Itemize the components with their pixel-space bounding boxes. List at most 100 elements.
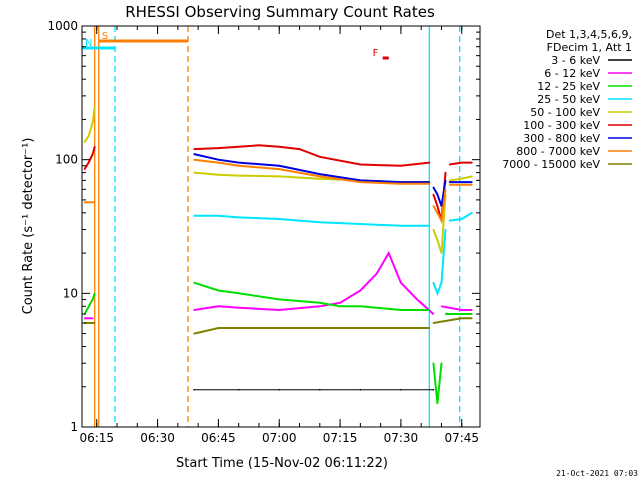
series-2-point-1-5 [339, 305, 341, 308]
series-4-segment-0 [83, 106, 96, 143]
series-3-point-0-4 [319, 221, 321, 224]
series-8-point-0-1 [93, 322, 96, 324]
series-8-point-1-5 [359, 327, 362, 329]
series-7-point-1-3 [278, 168, 281, 170]
series-5-point-3-2 [471, 161, 473, 164]
series-3-point-1-2 [440, 281, 443, 284]
series-3-point-1-0 [432, 281, 435, 284]
series-4-point-3-1 [460, 177, 463, 180]
series-6 [193, 153, 473, 207]
series-6-point-0-0 [193, 153, 195, 155]
series-4-point-0-3 [93, 105, 96, 108]
series-5-point-1-1 [217, 147, 220, 149]
series-5-point-1-8 [400, 165, 402, 167]
series-4-point-2-2 [440, 252, 443, 254]
legend: Det 1,3,4,5,6,9,FDecim 1, Att 13 - 6 keV… [502, 28, 632, 171]
series-2-point-1-6 [359, 305, 362, 308]
series-6-point-2-0 [448, 181, 451, 183]
series-7-point-1-2 [237, 165, 240, 167]
legend-entry-label-8: 7000 - 15000 keV [502, 158, 600, 171]
x-tick-label-4: 07:15 [323, 431, 358, 445]
y-tick-label-0: 1 [70, 420, 78, 434]
series-8-point-1-7 [428, 327, 431, 329]
legend-entry-label-1: 6 - 12 keV [544, 67, 600, 80]
series-2-point-1-4 [319, 302, 321, 304]
marker-label-S: S [102, 31, 108, 42]
legend-entry-label-4: 50 - 100 keV [530, 106, 600, 119]
series-7-point-1-6 [400, 183, 402, 185]
series-5-point-3-0 [448, 163, 451, 166]
series-1-point-1-6 [359, 289, 362, 292]
series-5-point-0-2 [91, 153, 94, 155]
series-5-point-1-4 [278, 145, 281, 148]
series-3-point-2-0 [448, 219, 451, 222]
series-6-point-0-1 [217, 158, 220, 161]
series-0-point-0-1 [237, 388, 240, 391]
series-6-point-1-0 [432, 186, 435, 189]
series-2-point-3-0 [444, 313, 447, 315]
series-2-point-2-2 [440, 362, 443, 365]
series-6-point-0-5 [359, 179, 362, 182]
plot-area: SN F [82, 26, 473, 427]
series-8-point-1-4 [319, 327, 321, 329]
series-1-point-1-8 [387, 252, 390, 254]
series-1-point-1-2 [237, 307, 240, 309]
series-3-point-1-1 [436, 292, 439, 295]
series-6-point-0-7 [428, 181, 431, 183]
series-5-point-1-5 [298, 148, 301, 150]
series-1-segment-1 [193, 250, 435, 315]
chart-title: RHESSI Observing Summary Count Rates [125, 3, 435, 21]
series-0-point-0-3 [319, 388, 321, 391]
legend-entry-label-5: 100 - 300 keV [523, 119, 600, 132]
series-0-point-0-4 [359, 388, 362, 391]
series-8-point-1-6 [400, 327, 402, 329]
series-4-point-3-0 [448, 179, 451, 182]
series-3-point-1-3 [444, 228, 447, 231]
series-1-point-1-9 [400, 281, 402, 284]
series-4-point-2-1 [436, 239, 439, 241]
series-8-segment-1 [193, 327, 430, 335]
series-3-point-0-5 [359, 223, 362, 225]
series-7-point-1-4 [319, 175, 321, 178]
series-7-point-2-0 [432, 205, 435, 207]
series-2-point-1-2 [237, 292, 240, 295]
series-5-point-2-3 [444, 171, 447, 174]
series-1-point-1-5 [339, 302, 341, 304]
series-5-point-1-6 [319, 156, 321, 158]
series-1-point-0-0 [83, 317, 86, 320]
legend-entry-label-0: 3 - 6 keV [551, 54, 600, 67]
series-6-segment-0 [193, 153, 430, 184]
series-1-point-1-4 [319, 305, 321, 308]
series-2-point-0-2 [93, 292, 96, 295]
series-6-point-0-6 [400, 181, 402, 183]
series-3-point-0-7 [428, 225, 431, 227]
series-0-point-0-2 [278, 388, 281, 391]
series-8-point-2-0 [432, 322, 435, 324]
x-tick-label-2: 06:45 [201, 431, 236, 445]
series-4-segment-2 [432, 194, 447, 254]
series-2-point-1-1 [217, 289, 220, 292]
series-3-point-0-3 [278, 218, 281, 220]
x-tick-label-5: 07:30 [384, 431, 419, 445]
y-tick-label-2: 100 [55, 153, 78, 167]
series-7-point-1-0 [193, 158, 195, 161]
series-4-point-1-4 [319, 177, 321, 180]
series-1-point-1-1 [217, 305, 220, 308]
series-5-point-0-3 [93, 145, 96, 148]
series-7-point-2-3 [444, 188, 447, 191]
legend-entry-label-3: 25 - 50 keV [537, 93, 600, 106]
series-3-segment-1 [432, 229, 447, 297]
plot-frame [81, 25, 481, 428]
series-6-segment-1 [432, 180, 447, 207]
series-5-point-0-0 [83, 168, 86, 170]
series-2-point-2-0 [432, 362, 435, 365]
series-5-point-1-9 [428, 161, 431, 164]
series-7 [83, 158, 473, 224]
series-1-point-2-2 [471, 309, 473, 311]
x-tick-label-3: 07:00 [262, 431, 297, 445]
series-1 [83, 250, 473, 320]
series-7-segment-2 [432, 189, 447, 224]
marker-label-N: N [85, 38, 92, 49]
series-1-point-1-10 [416, 298, 418, 301]
